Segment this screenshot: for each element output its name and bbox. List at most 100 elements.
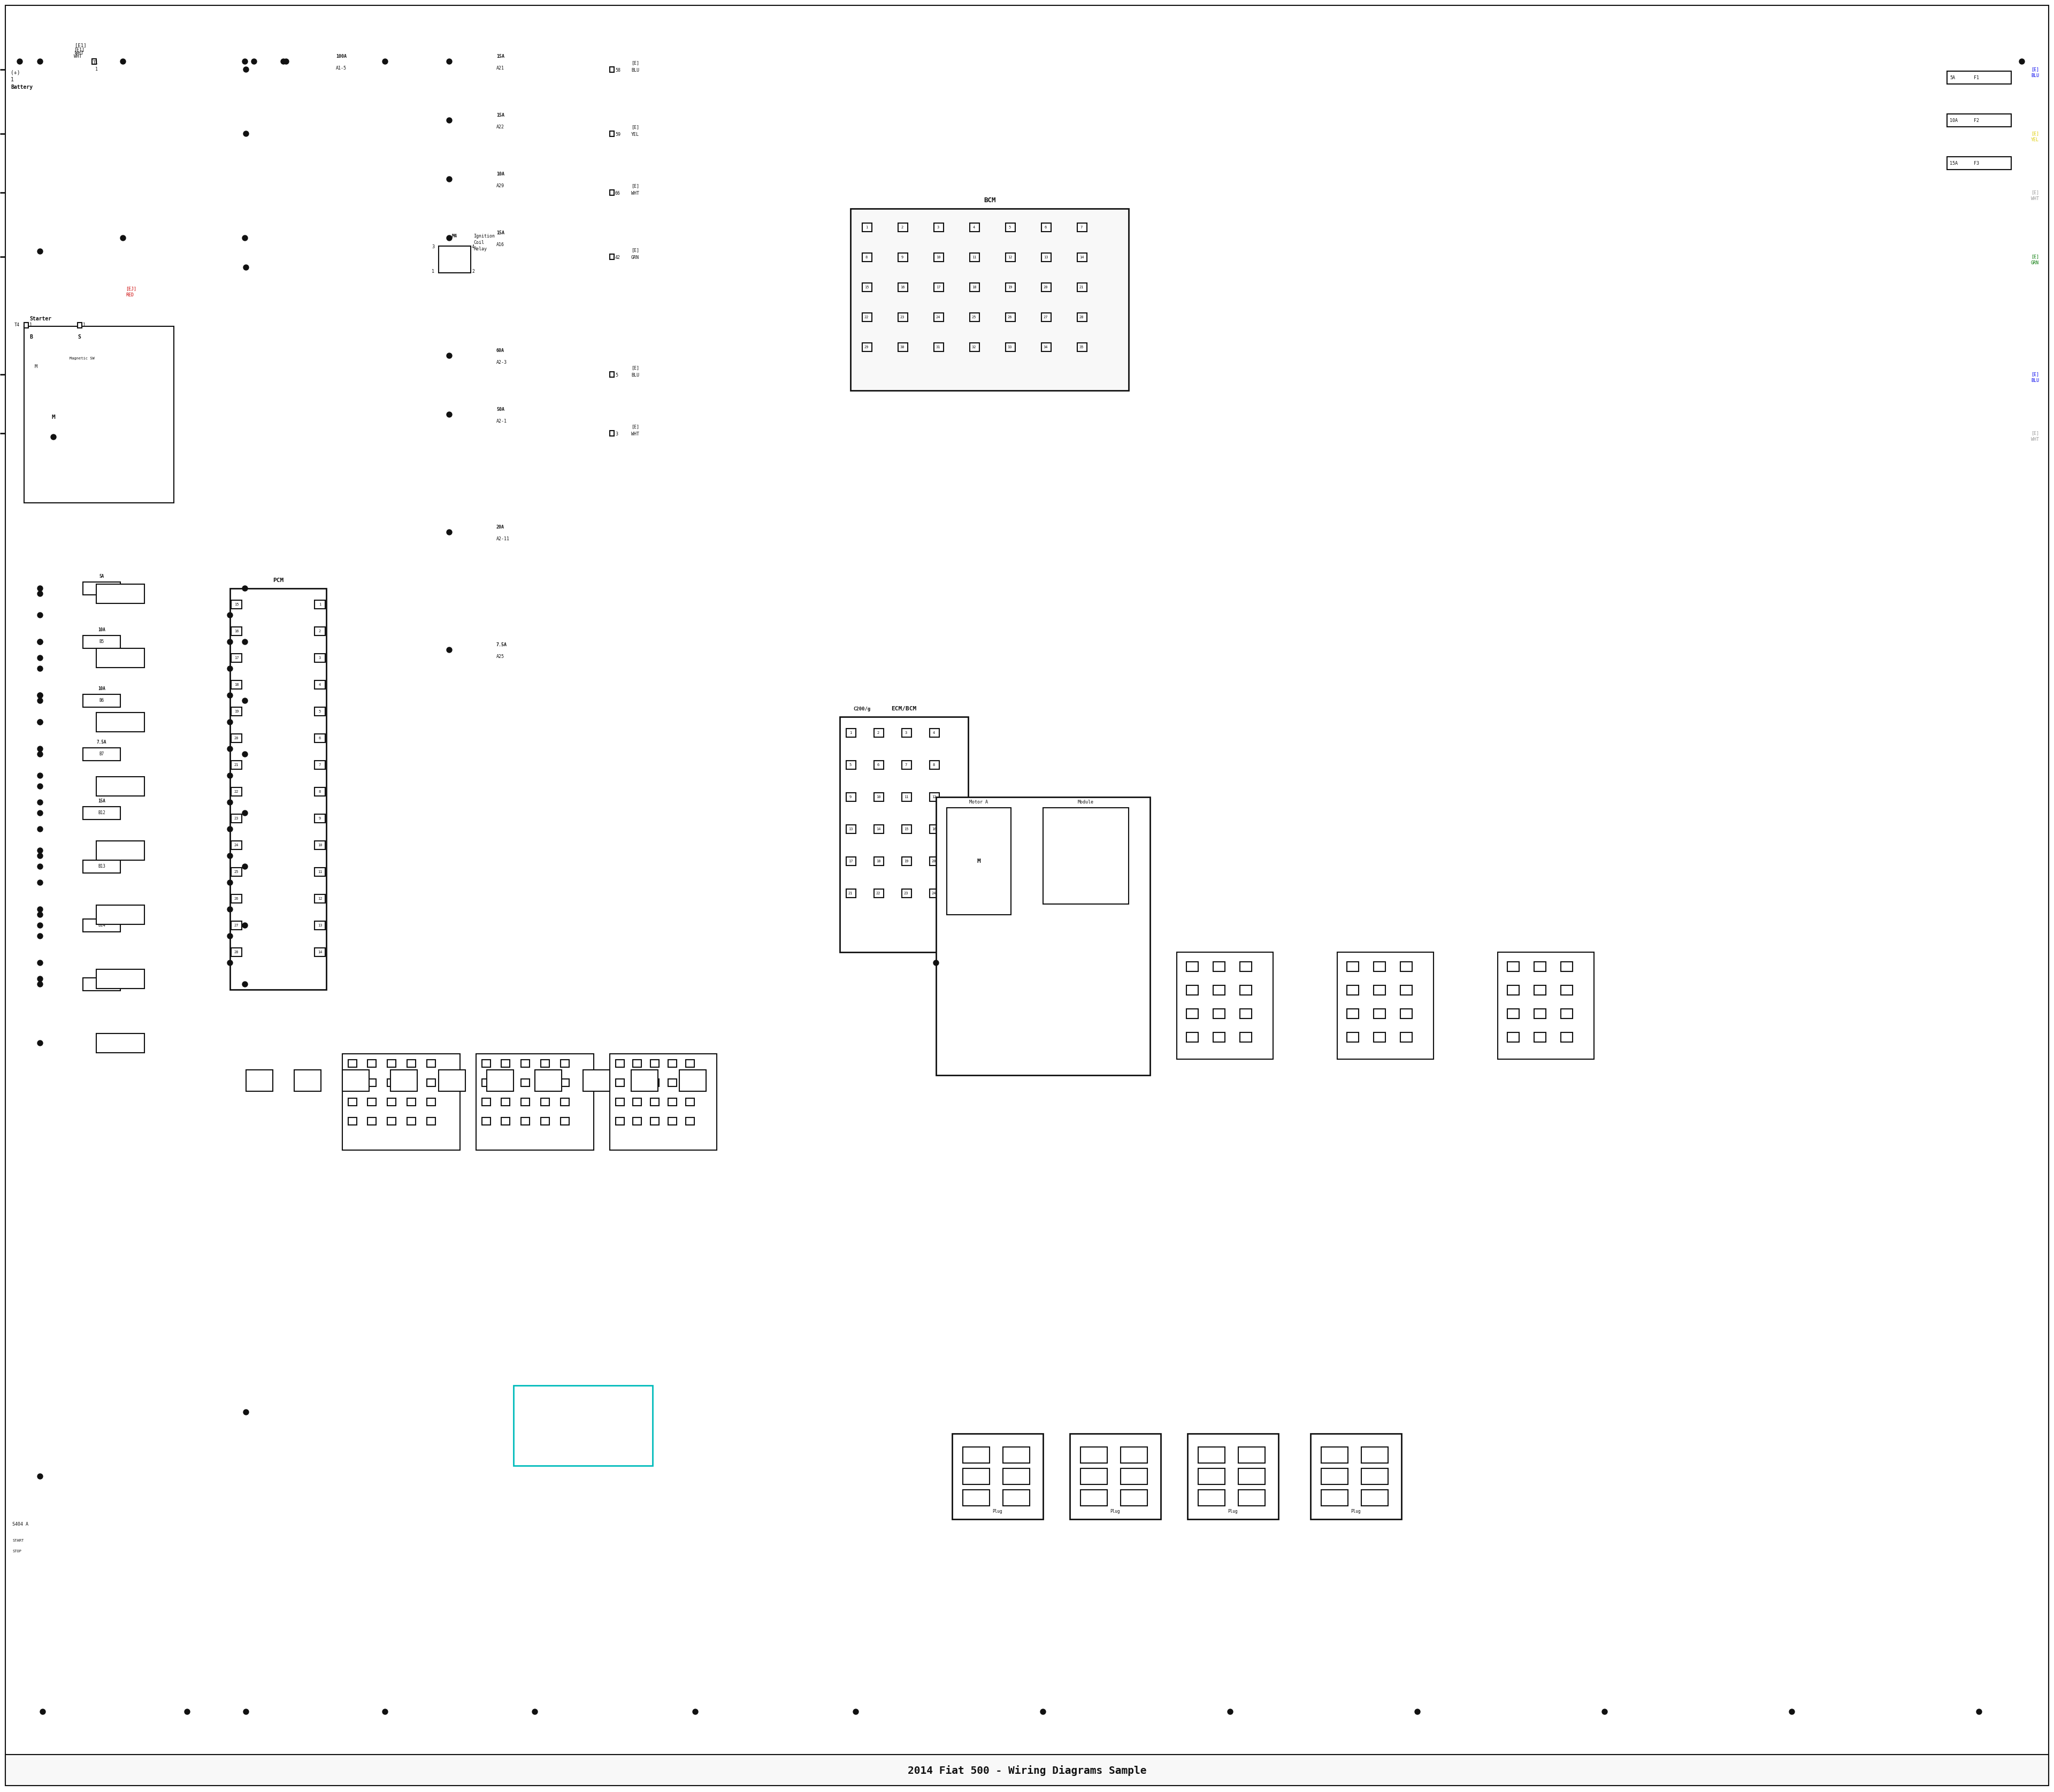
Text: 28: 28 xyxy=(234,950,238,953)
Circle shape xyxy=(228,853,232,858)
Circle shape xyxy=(446,59,452,65)
Text: 1: 1 xyxy=(850,731,852,735)
Bar xyxy=(230,600,242,609)
Bar xyxy=(686,1079,694,1086)
Text: 1: 1 xyxy=(865,226,867,229)
Bar xyxy=(483,1118,491,1125)
Text: 15A: 15A xyxy=(497,231,505,235)
Text: PCM: PCM xyxy=(273,577,283,582)
Text: 15A: 15A xyxy=(99,969,105,975)
Text: [E]: [E] xyxy=(631,366,639,371)
Bar xyxy=(1121,1468,1148,1484)
Text: BCM: BCM xyxy=(984,197,996,204)
Bar xyxy=(930,729,939,737)
Bar xyxy=(1401,1032,1413,1041)
Bar xyxy=(561,1079,569,1086)
Text: 3: 3 xyxy=(318,656,320,659)
Text: S404 A: S404 A xyxy=(12,1521,29,1527)
Text: YEL: YEL xyxy=(631,133,639,138)
Bar xyxy=(1374,1032,1384,1041)
Bar xyxy=(863,253,871,262)
Text: 14: 14 xyxy=(1078,256,1085,258)
Bar xyxy=(230,787,242,796)
Circle shape xyxy=(228,640,232,645)
Text: 2: 2 xyxy=(902,226,904,229)
Text: A2-3: A2-3 xyxy=(497,360,507,364)
Bar xyxy=(1006,314,1015,321)
Bar xyxy=(686,1118,694,1125)
Bar xyxy=(368,1098,376,1106)
Circle shape xyxy=(37,694,43,699)
Bar xyxy=(97,584,144,604)
Text: [E]: [E] xyxy=(2031,131,2040,136)
Bar xyxy=(1214,1009,1224,1018)
Bar xyxy=(501,1118,509,1125)
Bar xyxy=(1187,986,1197,995)
Text: 15: 15 xyxy=(865,285,869,289)
Text: A22: A22 xyxy=(497,124,505,129)
Bar xyxy=(898,283,908,292)
Circle shape xyxy=(532,1710,538,1715)
Bar xyxy=(1347,986,1358,995)
Bar xyxy=(314,814,325,823)
Bar xyxy=(953,1434,1043,1520)
Bar xyxy=(561,1098,569,1106)
Text: 6: 6 xyxy=(1045,226,1048,229)
Text: BLU: BLU xyxy=(631,373,639,378)
Bar xyxy=(427,1079,435,1086)
Bar xyxy=(501,1059,509,1068)
Bar xyxy=(846,824,857,833)
Text: 7.5A: 7.5A xyxy=(497,642,507,647)
Text: 26: 26 xyxy=(1009,315,1013,319)
Bar xyxy=(850,208,1128,391)
Text: 19: 19 xyxy=(904,860,908,862)
Text: 5A: 5A xyxy=(99,573,105,579)
Circle shape xyxy=(51,434,55,439)
Circle shape xyxy=(1789,1710,1795,1715)
Text: B13: B13 xyxy=(99,864,105,869)
Circle shape xyxy=(2019,59,2025,65)
Text: [E1]: [E1] xyxy=(74,47,84,52)
Text: 18: 18 xyxy=(875,860,881,862)
Text: 59: 59 xyxy=(614,133,620,138)
Circle shape xyxy=(242,131,249,136)
Text: STOP: STOP xyxy=(12,1550,21,1554)
Text: 1: 1 xyxy=(431,269,433,274)
Circle shape xyxy=(37,864,43,869)
Bar xyxy=(1534,1009,1547,1018)
Text: 11: 11 xyxy=(972,256,976,258)
Bar xyxy=(1041,342,1052,351)
Circle shape xyxy=(37,853,43,858)
Text: 1: 1 xyxy=(29,323,33,328)
Bar xyxy=(1080,1489,1107,1505)
Text: F2: F2 xyxy=(1974,118,1980,124)
Text: 29: 29 xyxy=(865,346,869,349)
Text: 5: 5 xyxy=(614,373,618,378)
Text: WHT: WHT xyxy=(631,432,639,437)
Bar xyxy=(610,254,614,260)
Bar xyxy=(349,1118,357,1125)
Circle shape xyxy=(37,934,43,939)
Circle shape xyxy=(242,751,249,756)
Bar xyxy=(651,1098,659,1106)
Bar xyxy=(1239,1468,1265,1484)
Bar xyxy=(969,342,980,351)
Circle shape xyxy=(446,353,452,358)
Bar xyxy=(230,840,242,849)
Text: 26: 26 xyxy=(234,898,238,900)
Bar xyxy=(246,1070,273,1091)
Text: 5A: 5A xyxy=(1949,75,1955,81)
Text: 15A: 15A xyxy=(497,54,505,59)
Text: 20: 20 xyxy=(933,860,937,862)
Text: 10A: 10A xyxy=(99,912,105,916)
Text: 4: 4 xyxy=(318,683,320,686)
Circle shape xyxy=(37,783,43,788)
Circle shape xyxy=(121,59,125,65)
Text: F1: F1 xyxy=(1974,75,1980,81)
Circle shape xyxy=(382,59,388,65)
Bar xyxy=(935,253,943,262)
Text: 4: 4 xyxy=(472,246,474,249)
Bar xyxy=(540,1059,548,1068)
Bar xyxy=(343,1070,370,1091)
Circle shape xyxy=(16,59,23,65)
